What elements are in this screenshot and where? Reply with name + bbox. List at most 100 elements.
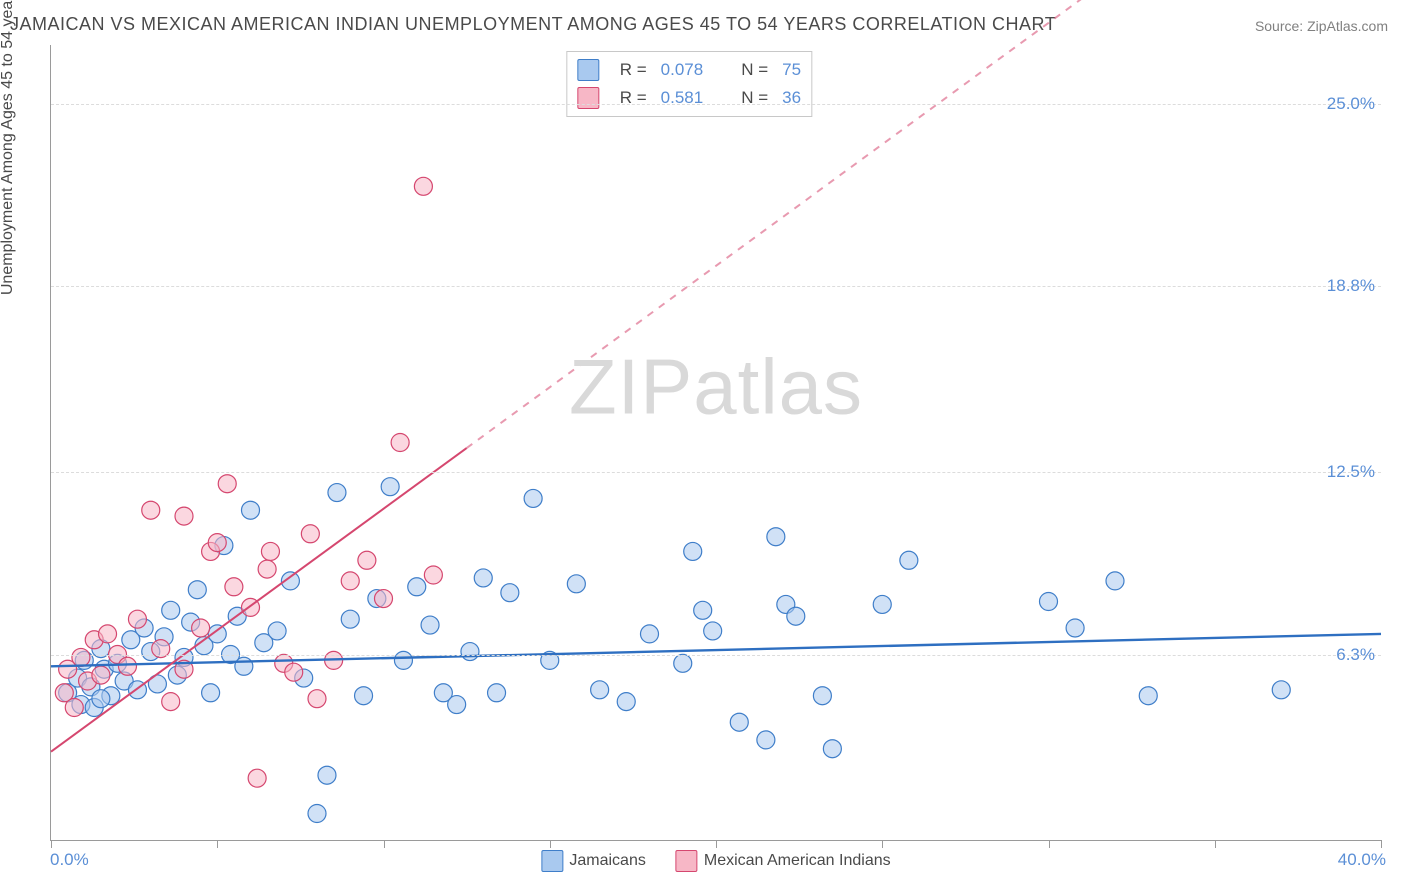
stat-n-label: N = xyxy=(741,56,768,84)
data-point xyxy=(813,687,831,705)
data-point xyxy=(730,713,748,731)
data-point xyxy=(421,616,439,634)
data-point xyxy=(261,542,279,560)
stat-legend-row: R =0.078N =75 xyxy=(578,56,801,84)
data-point xyxy=(375,590,393,608)
data-point xyxy=(341,572,359,590)
x-tick xyxy=(384,840,385,848)
data-point xyxy=(684,542,702,560)
data-point xyxy=(188,581,206,599)
x-tick xyxy=(51,840,52,848)
grid-line xyxy=(51,655,1381,656)
data-point xyxy=(488,684,506,702)
data-point xyxy=(308,805,326,823)
data-point xyxy=(1106,572,1124,590)
data-point xyxy=(192,619,210,637)
legend-swatch xyxy=(676,850,698,872)
data-point xyxy=(414,177,432,195)
data-point xyxy=(900,551,918,569)
data-point xyxy=(1272,681,1290,699)
data-point xyxy=(591,681,609,699)
data-point xyxy=(424,566,442,584)
legend-swatch xyxy=(578,59,600,81)
data-point xyxy=(823,740,841,758)
data-point xyxy=(1066,619,1084,637)
x-tick xyxy=(1049,840,1050,848)
data-point xyxy=(501,584,519,602)
data-point xyxy=(341,610,359,628)
data-point xyxy=(268,622,286,640)
x-tick xyxy=(550,840,551,848)
data-point xyxy=(358,551,376,569)
data-point xyxy=(318,766,336,784)
bottom-legend-item: Mexican American Indians xyxy=(676,850,891,872)
data-point xyxy=(208,534,226,552)
data-point xyxy=(524,489,542,507)
data-point xyxy=(92,690,110,708)
data-point xyxy=(242,501,260,519)
y-tick-label: 18.8% xyxy=(1327,276,1375,296)
data-point xyxy=(285,663,303,681)
x-tick xyxy=(882,840,883,848)
grid-line xyxy=(51,104,1381,105)
data-point xyxy=(767,528,785,546)
data-point xyxy=(448,696,466,714)
data-point xyxy=(162,693,180,711)
stat-r-value: 0.078 xyxy=(661,56,704,84)
y-tick-label: 25.0% xyxy=(1327,94,1375,114)
data-point xyxy=(99,625,117,643)
data-point xyxy=(72,648,90,666)
stat-n-label: N = xyxy=(741,84,768,112)
stat-r-value: 0.581 xyxy=(661,84,704,112)
data-point xyxy=(641,625,659,643)
x-min-label: 0.0% xyxy=(50,850,89,870)
chart-title: JAMAICAN VS MEXICAN AMERICAN INDIAN UNEM… xyxy=(10,14,1056,35)
stat-legend-row: R =0.581N =36 xyxy=(578,84,801,112)
data-point xyxy=(328,484,346,502)
data-point xyxy=(408,578,426,596)
data-point xyxy=(391,434,409,452)
data-point xyxy=(704,622,722,640)
plot-svg xyxy=(51,45,1381,840)
data-point xyxy=(617,693,635,711)
source-label: Source: ZipAtlas.com xyxy=(1255,18,1388,34)
data-point xyxy=(142,501,160,519)
trend-line-solid xyxy=(51,448,467,752)
data-point xyxy=(301,525,319,543)
data-point xyxy=(225,578,243,596)
data-point xyxy=(787,607,805,625)
y-tick-label: 12.5% xyxy=(1327,462,1375,482)
bottom-legend: Jamaicans Mexican American Indians xyxy=(541,850,890,872)
x-tick xyxy=(217,840,218,848)
data-point xyxy=(757,731,775,749)
y-tick-label: 6.3% xyxy=(1336,645,1375,665)
data-point xyxy=(128,610,146,628)
stat-r-label: R = xyxy=(620,84,647,112)
legend-swatch xyxy=(578,87,600,109)
data-point xyxy=(202,684,220,702)
data-point xyxy=(248,769,266,787)
bottom-legend-item: Jamaicans xyxy=(541,850,645,872)
data-point xyxy=(1139,687,1157,705)
data-point xyxy=(355,687,373,705)
data-point xyxy=(873,595,891,613)
data-point xyxy=(92,666,110,684)
data-point xyxy=(162,601,180,619)
grid-line xyxy=(51,472,1381,473)
y-axis-title: Unemployment Among Ages 45 to 54 years xyxy=(0,0,17,295)
stat-r-label: R = xyxy=(620,56,647,84)
data-point xyxy=(1040,593,1058,611)
x-tick xyxy=(1215,840,1216,848)
x-max-label: 40.0% xyxy=(1338,850,1386,870)
x-tick xyxy=(1381,840,1382,848)
x-tick xyxy=(716,840,717,848)
stat-legend: R =0.078N =75R =0.581N =36 xyxy=(567,51,812,117)
data-point xyxy=(258,560,276,578)
data-point xyxy=(235,657,253,675)
data-point xyxy=(674,654,692,672)
bottom-legend-label: Mexican American Indians xyxy=(704,852,891,869)
data-point xyxy=(694,601,712,619)
data-point xyxy=(175,507,193,525)
plot-area: ZIPatlas R =0.078N =75R =0.581N =36 Jama… xyxy=(50,45,1381,841)
legend-swatch xyxy=(541,850,563,872)
